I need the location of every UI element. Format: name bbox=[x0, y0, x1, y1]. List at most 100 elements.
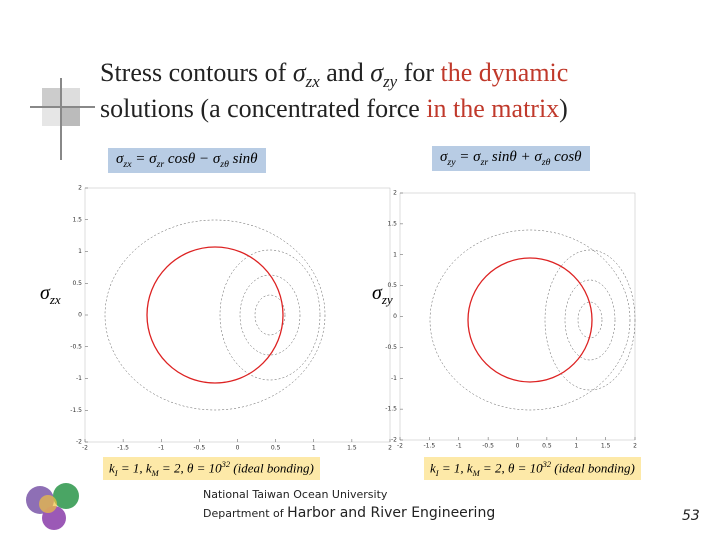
y-tick-label: 2 bbox=[393, 190, 397, 197]
x-tick-label: -0.5 bbox=[482, 443, 494, 450]
x-tick-label: -1 bbox=[456, 443, 462, 450]
title-highlight: the dynamic bbox=[440, 58, 569, 87]
footer-dept-name: Harbor and River Engineering bbox=[287, 505, 496, 521]
decor-square bbox=[42, 108, 60, 126]
formula-t: = σ bbox=[455, 149, 481, 165]
x-tick-label: 1.5 bbox=[347, 445, 357, 452]
label-t: σ bbox=[40, 282, 50, 304]
y-tick-label: -2 bbox=[391, 437, 397, 444]
x-tick-label: -2 bbox=[82, 445, 88, 452]
y-tick-label: -1.5 bbox=[70, 407, 82, 414]
formula-sub: M bbox=[151, 467, 159, 478]
x-tick-label: -1 bbox=[158, 445, 164, 452]
y-tick-label: 0.5 bbox=[72, 280, 82, 287]
footer-dept: Department of Harbor and River Engineeri… bbox=[203, 505, 495, 521]
x-tick-label: 1 bbox=[312, 445, 316, 452]
y-tick-label: -1 bbox=[76, 375, 82, 382]
plot-frame bbox=[399, 192, 636, 441]
formula-sub: M bbox=[472, 467, 480, 478]
formula-t: = 1, k bbox=[438, 460, 473, 476]
y-tick-label: 0.5 bbox=[387, 282, 397, 289]
y-axis-label: σzy bbox=[372, 282, 393, 308]
y-axis-label: σzx bbox=[40, 282, 61, 308]
formula-t: cosθ bbox=[550, 149, 582, 165]
formula-sub: zr bbox=[156, 159, 165, 170]
formula-sub: zr bbox=[480, 157, 489, 168]
x-tick-label: 1.5 bbox=[601, 443, 611, 450]
x-tick-label: -1.5 bbox=[117, 445, 129, 452]
x-tick-label: -1.5 bbox=[424, 443, 436, 450]
param-box: kI = 1, kM = 2, θ = 1032 (ideal bonding) bbox=[424, 457, 641, 480]
formula-t: σ bbox=[116, 151, 124, 167]
label-sub: zy bbox=[381, 292, 393, 307]
plot-frame bbox=[84, 187, 391, 443]
y-tick-label: -0.5 bbox=[385, 344, 397, 351]
y-tick-label: -1 bbox=[391, 375, 397, 382]
formula-t: = 2, θ = 10 bbox=[158, 460, 222, 476]
x-tick-label: 0 bbox=[236, 445, 240, 452]
param-box: kI = 1, kM = 2, θ = 1032 (ideal bonding) bbox=[103, 457, 320, 480]
formula-t: k bbox=[109, 460, 115, 476]
title-sub-text: zx bbox=[305, 72, 320, 92]
y-tick-label: 0 bbox=[393, 313, 397, 320]
formula-t: k bbox=[430, 460, 436, 476]
contours bbox=[104, 219, 636, 411]
y-tick-label: 1.5 bbox=[72, 216, 82, 223]
y-tick-label: 2 bbox=[78, 185, 82, 192]
formula-box: σzy = σzr sinθ + σzθ cosθ bbox=[432, 146, 590, 171]
footer-dept-prefix: Department of bbox=[203, 507, 288, 520]
x-tick-label: 0.5 bbox=[271, 445, 281, 452]
page-number: 53 bbox=[682, 508, 700, 524]
y-tick-label: -2 bbox=[76, 439, 82, 446]
title-text: and bbox=[319, 58, 371, 87]
formula-t: σ bbox=[440, 149, 448, 165]
y-tick-label: -0.5 bbox=[70, 343, 82, 350]
label-sub: zx bbox=[49, 292, 61, 307]
logo bbox=[26, 483, 79, 530]
formula-t: = σ bbox=[131, 151, 157, 167]
formula-t: cosθ − σ bbox=[164, 151, 221, 167]
y-tick-label: 1.5 bbox=[387, 220, 397, 227]
formula-t: (ideal bonding) bbox=[551, 460, 635, 476]
formula-sub: zx bbox=[123, 159, 132, 170]
title-line1: Stress contours of σzx and σzy for the d… bbox=[100, 58, 568, 92]
formula-sub: I bbox=[114, 467, 118, 478]
title-text: Stress contours of bbox=[100, 58, 293, 87]
title-text: solutions (a concentrated force bbox=[100, 94, 427, 123]
decor-square bbox=[62, 88, 80, 106]
formula-t: sinθ + σ bbox=[488, 149, 542, 165]
formula-t: = 1, k bbox=[117, 460, 152, 476]
formula-t: (ideal bonding) bbox=[230, 460, 314, 476]
title-text: for bbox=[397, 58, 441, 87]
formula-t: sinθ bbox=[228, 151, 258, 167]
formula-sub: zθ bbox=[541, 157, 551, 168]
title-symbol: σ bbox=[370, 58, 384, 87]
x-tick-label: 0.5 bbox=[542, 443, 552, 450]
label-t: σ bbox=[372, 282, 382, 304]
formula-box: σzx = σzr cosθ − σzθ sinθ bbox=[108, 148, 266, 173]
y-tick-label: 1 bbox=[393, 251, 397, 258]
footer-university: National Taiwan Ocean University bbox=[203, 488, 388, 501]
x-tick-label: 0 bbox=[516, 443, 520, 450]
interface-circle bbox=[146, 246, 284, 384]
formula-sub: I bbox=[435, 467, 439, 478]
formula-sub: zy bbox=[447, 157, 456, 168]
formula-t: = 2, θ = 10 bbox=[479, 460, 543, 476]
x-tick-label: -2 bbox=[397, 443, 403, 450]
title-sub-text: zy bbox=[383, 72, 398, 92]
y-tick-label: -1.5 bbox=[385, 406, 397, 413]
title-line2: solutions (a concentrated force in the m… bbox=[100, 94, 568, 124]
x-tick-label: 1 bbox=[574, 443, 578, 450]
title-text: ) bbox=[559, 94, 568, 123]
title-sub: zx bbox=[306, 72, 320, 91]
title-highlight: in the matrix bbox=[426, 94, 560, 123]
formula-sub: zθ bbox=[220, 159, 229, 170]
title-symbol: σ bbox=[292, 58, 306, 87]
x-tick-label: -0.5 bbox=[194, 445, 206, 452]
title-sub: zy bbox=[383, 72, 397, 91]
x-tick-label: 2 bbox=[633, 443, 637, 450]
decor-square bbox=[62, 108, 80, 126]
x-tick-label: 2 bbox=[388, 445, 392, 452]
